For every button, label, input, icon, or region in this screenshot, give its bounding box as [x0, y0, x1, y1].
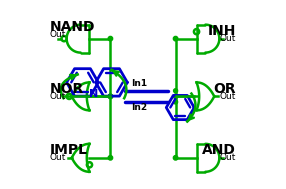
Text: AND: AND: [202, 143, 236, 157]
Text: Out: Out: [220, 153, 236, 162]
Text: Out: Out: [50, 30, 66, 40]
Circle shape: [108, 36, 113, 41]
Text: Out: Out: [220, 34, 236, 43]
Text: N: N: [89, 89, 98, 99]
Text: Out: Out: [220, 92, 236, 101]
Text: Out: Out: [50, 153, 66, 162]
Circle shape: [108, 156, 113, 160]
Text: IMPL: IMPL: [50, 143, 88, 157]
Circle shape: [173, 36, 178, 41]
Text: In2: In2: [131, 103, 147, 112]
Circle shape: [173, 94, 178, 99]
Circle shape: [173, 156, 178, 160]
Circle shape: [108, 94, 113, 99]
Text: In1: In1: [131, 79, 147, 88]
Circle shape: [174, 100, 178, 104]
Text: OR: OR: [213, 82, 236, 96]
Text: INH: INH: [208, 24, 236, 38]
Text: NAND: NAND: [50, 20, 96, 34]
Text: Out: Out: [50, 92, 66, 101]
Circle shape: [174, 89, 178, 93]
Circle shape: [108, 94, 113, 99]
Text: NOR: NOR: [50, 82, 84, 96]
